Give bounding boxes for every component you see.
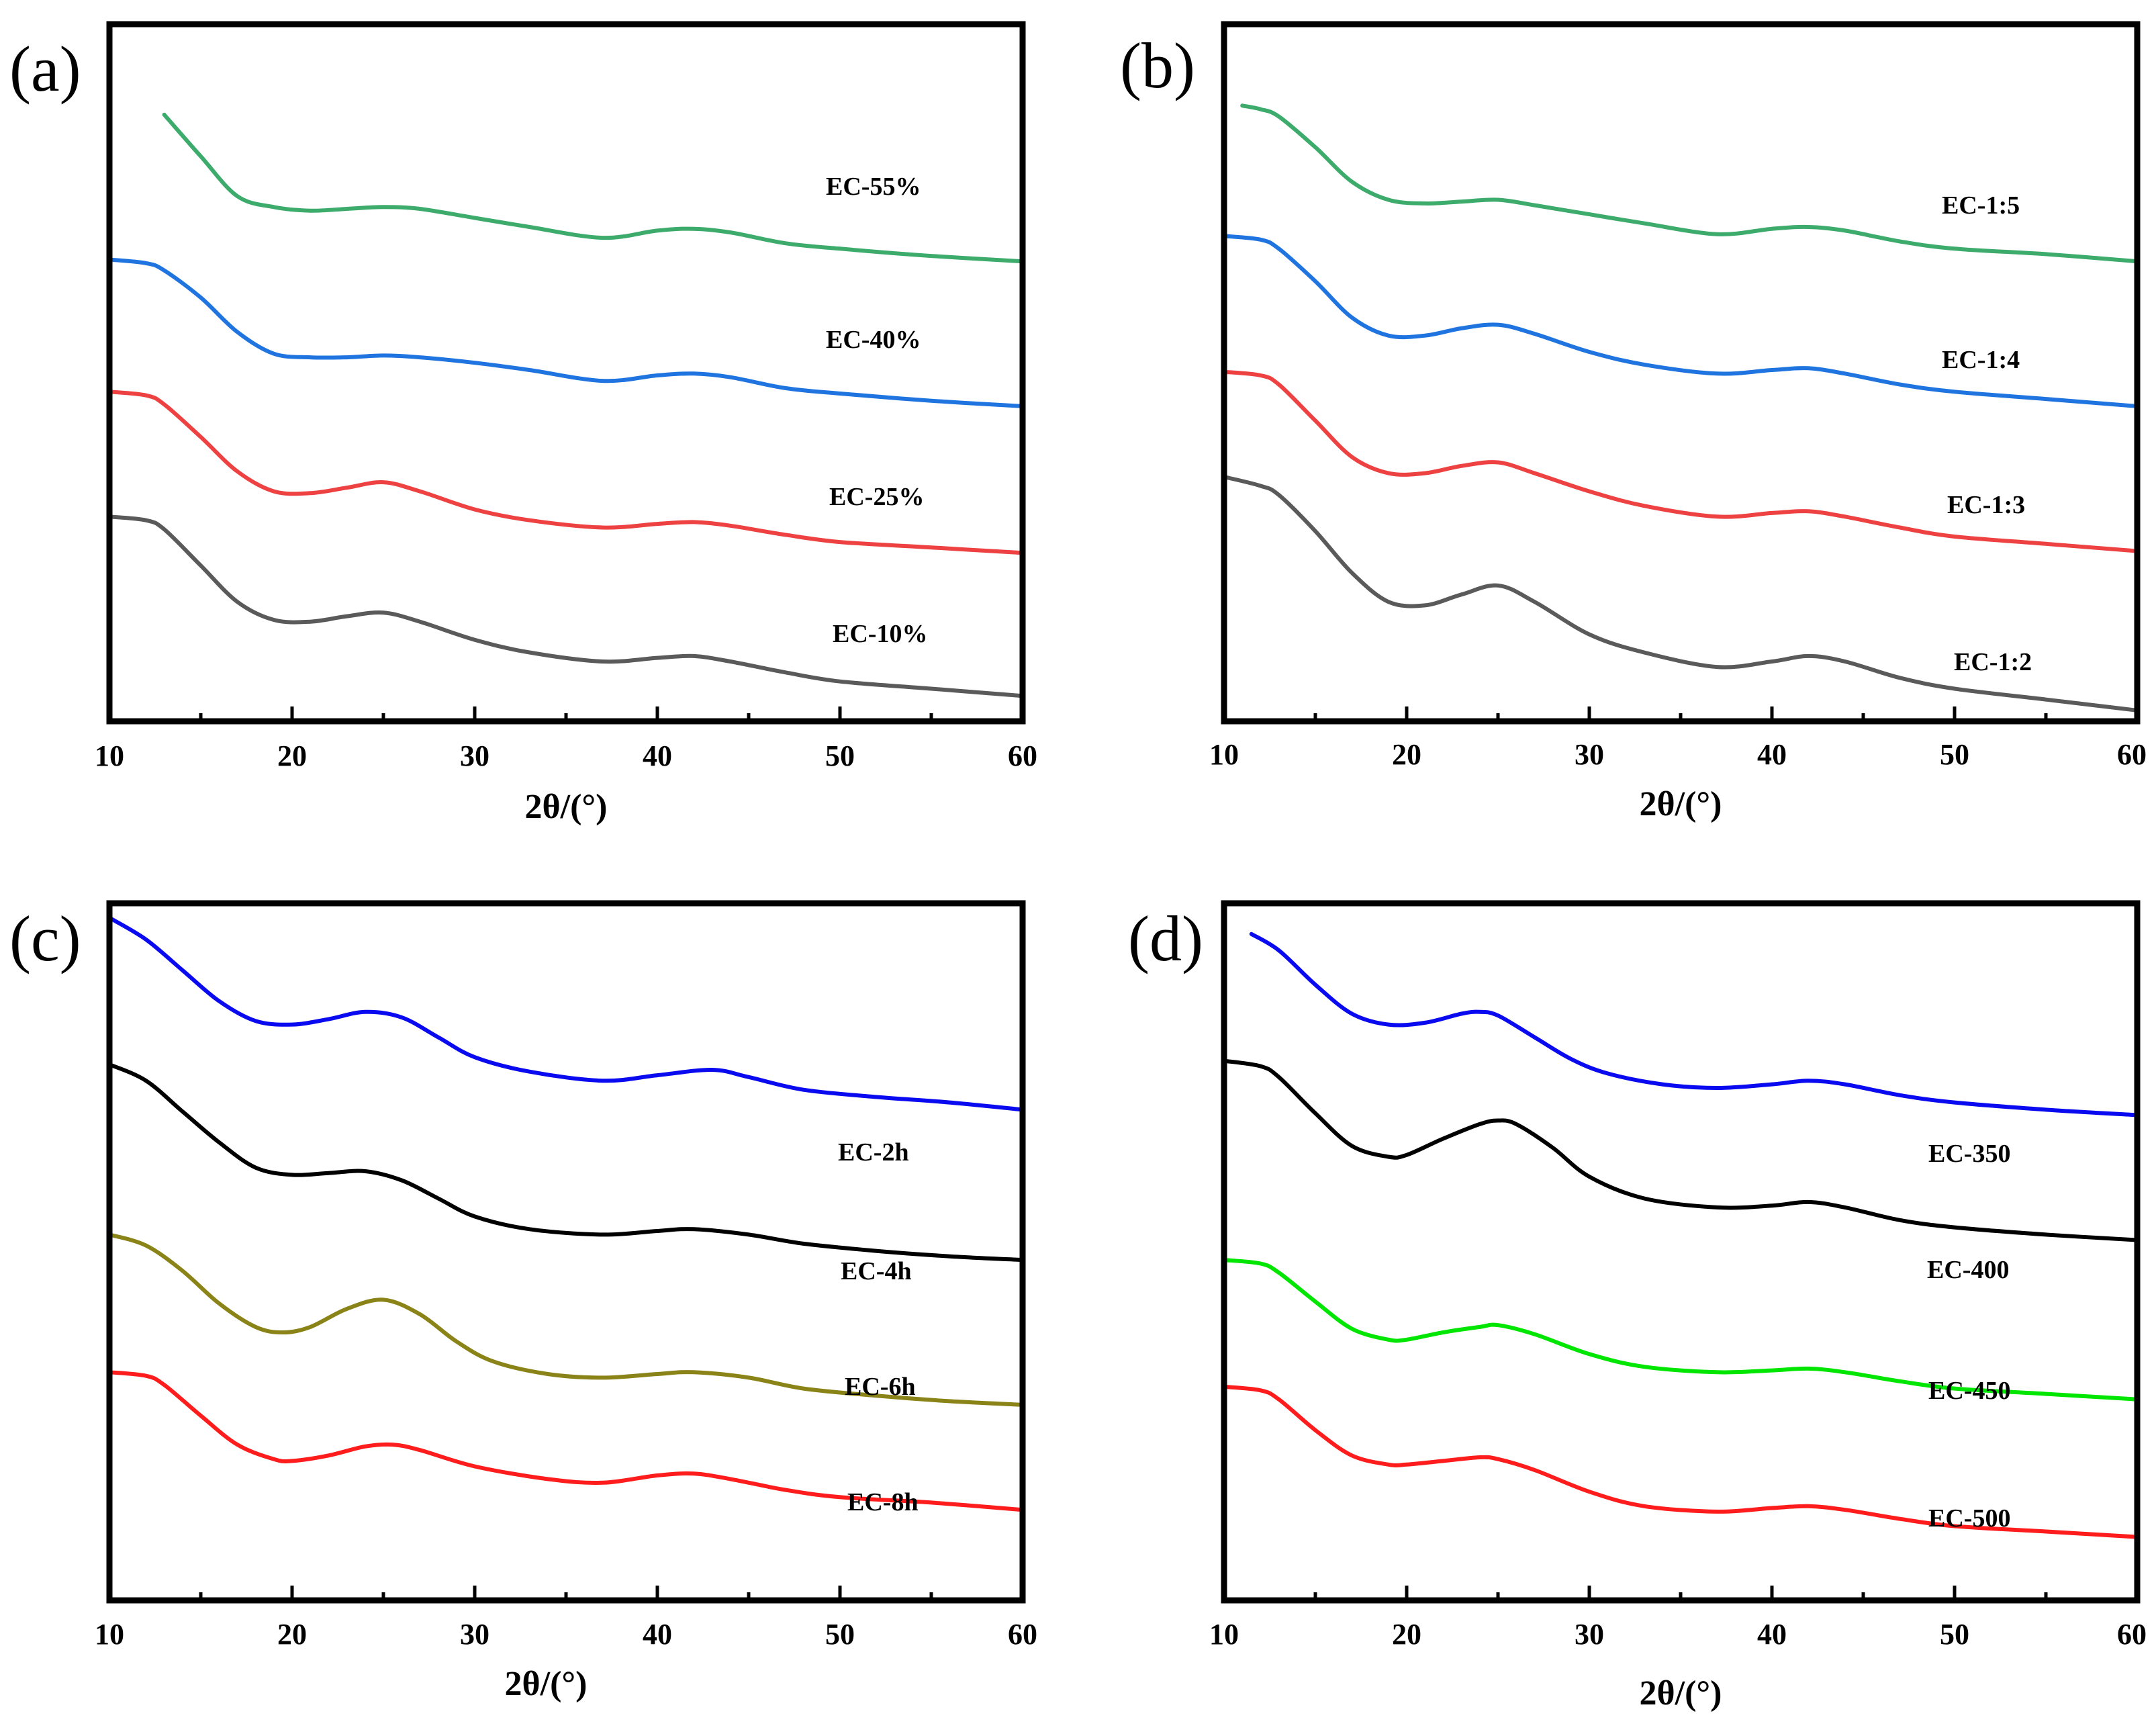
panel-d-frame [1221, 900, 2141, 1604]
panel-b-xtick-label: 60 [2117, 738, 2147, 771]
panel-c-x-axis-label: 2θ/(°) [504, 1665, 587, 1703]
panel-d-xtick-label: 40 [1757, 1618, 1787, 1651]
panel-c-xtick-label: 10 [95, 1618, 124, 1651]
panel-b-series-3-line [1222, 369, 2139, 553]
panel-c-xtick-label: 20 [277, 1618, 307, 1651]
panel-a-series-label: EC-55% [826, 173, 921, 201]
panel-a-series-4-line [107, 514, 1025, 698]
panel-c-xtick-label: 30 [460, 1618, 489, 1651]
panel-a: (a) 10 20 30 40 50 60 2θ/(°) EC-55% EC-4… [9, 21, 1037, 826]
panel-b-xtick-label: 40 [1757, 738, 1787, 771]
panel-a-series-label: EC-10% [833, 620, 927, 648]
panel-b-xtick-label: 20 [1392, 738, 1421, 771]
panel-d-series-label: EC-350 [1928, 1140, 2010, 1168]
panel-d-series-2-line [1222, 1058, 2139, 1242]
panel-d: (d) 10 20 30 40 50 60 2θ/(°) EC-350 EC-4… [1128, 900, 2147, 1713]
panel-a-series-2-line [107, 257, 1025, 408]
panel-a-series-3-line [107, 390, 1025, 555]
panel-d-x-axis-label: 2θ/(°) [1639, 1674, 1722, 1713]
panel-d-xtick-label: 50 [1940, 1618, 1969, 1651]
panel-d-series-4-line [1222, 1384, 2139, 1539]
panel-a-letter: (a) [9, 33, 81, 105]
panel-b-xtick-label: 50 [1940, 738, 1969, 771]
panel-c-xtick-label: 50 [825, 1618, 855, 1651]
panel-a-series-label: EC-40% [826, 326, 921, 354]
panel-b-letter: (b) [1120, 30, 1195, 101]
panel-b-series [1222, 103, 2139, 713]
panel-d-series-1-line [1249, 931, 2139, 1117]
panel-b-series-label: EC-1:5 [1942, 191, 2020, 220]
panel-b-frame [1221, 21, 2141, 725]
panel-b-xtick-label: 10 [1209, 738, 1239, 771]
panel-b-x-axis-label: 2θ/(°) [1639, 785, 1722, 823]
panel-d-xtick-label: 20 [1392, 1618, 1421, 1651]
panel-b: (b) 10 20 30 40 50 60 2θ/(°) EC-1:5 EC-1… [1120, 21, 2147, 823]
panel-d-xtick-label: 10 [1209, 1618, 1239, 1651]
panel-c-series [107, 915, 1025, 1512]
panel-c-series-label: EC-2h [838, 1138, 909, 1167]
panel-c-letter: (c) [9, 903, 81, 974]
panel-c-series-3-line [107, 1232, 1025, 1407]
panel-d-xtick-label: 60 [2117, 1618, 2147, 1651]
panel-b-series-label: EC-1:4 [1942, 346, 2020, 374]
panel-c-series-2-line [107, 1062, 1025, 1263]
panel-d-series-label: EC-400 [1927, 1256, 2009, 1284]
panel-c-xtick-label: 60 [1008, 1618, 1037, 1651]
panel-b-series-label: EC-1:3 [1947, 491, 2025, 519]
panel-c-series-label: EC-8h [847, 1488, 919, 1516]
panel-a-xtick-label: 30 [460, 739, 489, 772]
panel-a-xtick-label: 20 [277, 739, 307, 772]
panel-d-series-label: EC-450 [1928, 1377, 2010, 1405]
panel-b-series-1-line [1240, 103, 2139, 264]
panel-b-series-label: EC-1:2 [1954, 648, 2032, 676]
panel-b-xtick-label: 30 [1575, 738, 1604, 771]
panel-d-series-3-line [1222, 1258, 2139, 1402]
panel-a-x-axis-label: 2θ/(°) [524, 788, 607, 826]
panel-d-letter: (d) [1128, 903, 1203, 974]
panel-a-series-1-line [162, 112, 1025, 264]
panel-d-series [1222, 931, 2139, 1539]
panel-d-series-label: EC-500 [1928, 1504, 2010, 1533]
panel-b-series-4-line [1222, 475, 2139, 713]
panel-a-frame [106, 21, 1026, 725]
panel-a-series [107, 112, 1025, 698]
panel-c-series-1-line [107, 915, 1025, 1112]
panel-c-xtick-label: 40 [643, 1618, 672, 1651]
panel-c-frame [106, 900, 1026, 1604]
panel-c-series-label: EC-6h [845, 1373, 916, 1401]
panel-c: (c) 10 20 30 40 50 60 2θ/(°) EC-2h EC-4h… [9, 900, 1037, 1703]
panel-b-series-2-line [1222, 234, 2139, 408]
panel-c-series-label: EC-4h [841, 1257, 912, 1285]
panel-a-xtick-label: 50 [825, 739, 855, 772]
panel-a-xtick-label: 40 [643, 739, 672, 772]
panel-a-xtick-label: 60 [1008, 739, 1037, 772]
panel-a-xtick-label: 10 [95, 739, 124, 772]
panel-c-series-4-line [107, 1370, 1025, 1512]
panel-d-xtick-label: 30 [1575, 1618, 1604, 1651]
panel-a-series-label: EC-25% [829, 483, 924, 511]
